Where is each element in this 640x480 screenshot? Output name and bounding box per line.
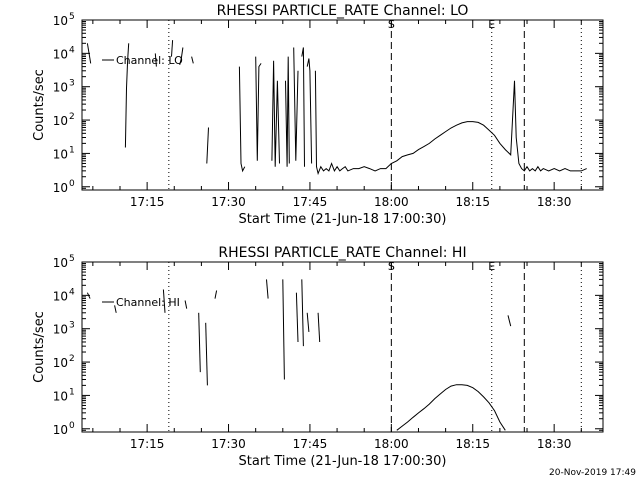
legend-entry: Channel: HI — [116, 296, 180, 309]
y-tick-exponent: 1 — [69, 145, 75, 155]
data-line-segment — [114, 305, 117, 313]
data-line-segment — [285, 56, 290, 167]
data-line-segment — [306, 312, 310, 332]
y-tick-label: 10 — [53, 389, 68, 403]
x-axis-label: Start Time (21-Jun-18 17:00:30) — [239, 454, 447, 469]
y-tick-exponent: 0 — [69, 421, 75, 431]
x-tick-label: 18:00 — [374, 195, 409, 209]
plot-frame — [81, 19, 604, 191]
y-tick-exponent: 3 — [69, 79, 75, 89]
data-line-segment — [124, 43, 130, 148]
data-line-segment — [295, 292, 299, 343]
y-tick-exponent: 3 — [69, 321, 75, 331]
y-tick-label: 10 — [53, 356, 68, 370]
data-line-segment — [191, 56, 194, 64]
data-line-segment — [206, 127, 209, 164]
legend-entry: Channel: LO — [116, 54, 183, 67]
y-tick-exponent: 5 — [69, 254, 75, 264]
y-tick-label: 10 — [53, 114, 68, 128]
data-line-segment — [314, 70, 587, 176]
data-line-segment — [282, 279, 285, 380]
time-marker-label: S — [388, 18, 395, 31]
data-line-segment — [507, 315, 512, 327]
x-tick-label: 17:45 — [293, 437, 328, 451]
x-tick-label: 18:15 — [455, 195, 490, 209]
data-line-segment — [154, 53, 157, 67]
x-tick-label: 18:00 — [374, 437, 409, 451]
y-tick-exponent: 4 — [69, 45, 75, 55]
y-tick-label: 10 — [53, 47, 68, 61]
x-tick-label: 18:15 — [455, 437, 490, 451]
x-tick-label: 18:30 — [537, 437, 572, 451]
plot-frame — [81, 261, 604, 433]
data-line-segment — [396, 384, 506, 431]
y-tick-exponent: 2 — [69, 112, 75, 122]
x-tick-label: 17:15 — [130, 195, 165, 209]
y-axis-label: Counts/sec — [32, 69, 47, 141]
x-tick-label: 17:15 — [130, 437, 165, 451]
y-axis-label: Counts/sec — [32, 311, 47, 383]
data-line-segment — [184, 300, 188, 309]
x-tick-label: 17:30 — [211, 195, 246, 209]
time-marker-label: S — [388, 260, 395, 273]
y-tick-label: 10 — [53, 256, 68, 270]
chart-panel-hi: RHESSI PARTICLE_RATE Channel: HI Start Ti… — [32, 245, 604, 469]
plot-timestamp: 20-Nov-2019 17:49 — [549, 468, 636, 478]
time-marker-label: E — [488, 260, 495, 273]
y-tick-exponent: 2 — [69, 354, 75, 364]
y-tick-label: 10 — [53, 323, 68, 337]
y-tick-label: 10 — [53, 423, 68, 437]
data-line-segment — [214, 290, 218, 299]
y-tick-exponent: 1 — [69, 387, 75, 397]
data-line-segment — [86, 292, 91, 299]
x-tick-label: 17:45 — [293, 195, 328, 209]
x-axis-label: Start Time (21-Jun-18 17:00:30) — [239, 212, 447, 227]
x-tick-label: 18:30 — [537, 195, 572, 209]
data-line-segment — [306, 58, 313, 164]
data-line-segment — [317, 312, 321, 343]
y-tick-label: 10 — [53, 147, 68, 161]
data-line-segment — [293, 47, 299, 161]
data-line-segment — [171, 40, 174, 57]
y-tick-exponent: 4 — [69, 287, 75, 297]
y-tick-label: 10 — [53, 289, 68, 303]
data-line-segment — [86, 43, 92, 64]
chart-title: RHESSI PARTICLE_RATE Channel: LO — [217, 3, 469, 19]
chart-panel-lo: RHESSI PARTICLE_RATE Channel: LO Start Ti… — [32, 3, 604, 227]
data-line-segment — [238, 66, 246, 173]
y-tick-label: 10 — [53, 81, 68, 95]
data-line-segment — [301, 279, 304, 347]
time-marker-label: E — [488, 18, 495, 31]
chart-title: RHESSI PARTICLE_RATE Channel: HI — [218, 245, 466, 261]
x-tick-label: 17:30 — [211, 437, 246, 451]
data-line-segment — [255, 56, 262, 161]
data-line-segment — [162, 289, 166, 313]
data-line-segment — [205, 322, 208, 386]
data-line-segment — [198, 312, 201, 373]
y-tick-exponent: 5 — [69, 12, 75, 22]
y-tick-label: 10 — [53, 181, 68, 195]
data-line-segment — [301, 47, 305, 167]
data-line-segment — [179, 47, 184, 66]
y-tick-exponent: 0 — [69, 179, 75, 189]
data-line-segment — [271, 60, 280, 167]
data-line-segment — [266, 279, 269, 299]
y-tick-label: 10 — [53, 14, 68, 28]
